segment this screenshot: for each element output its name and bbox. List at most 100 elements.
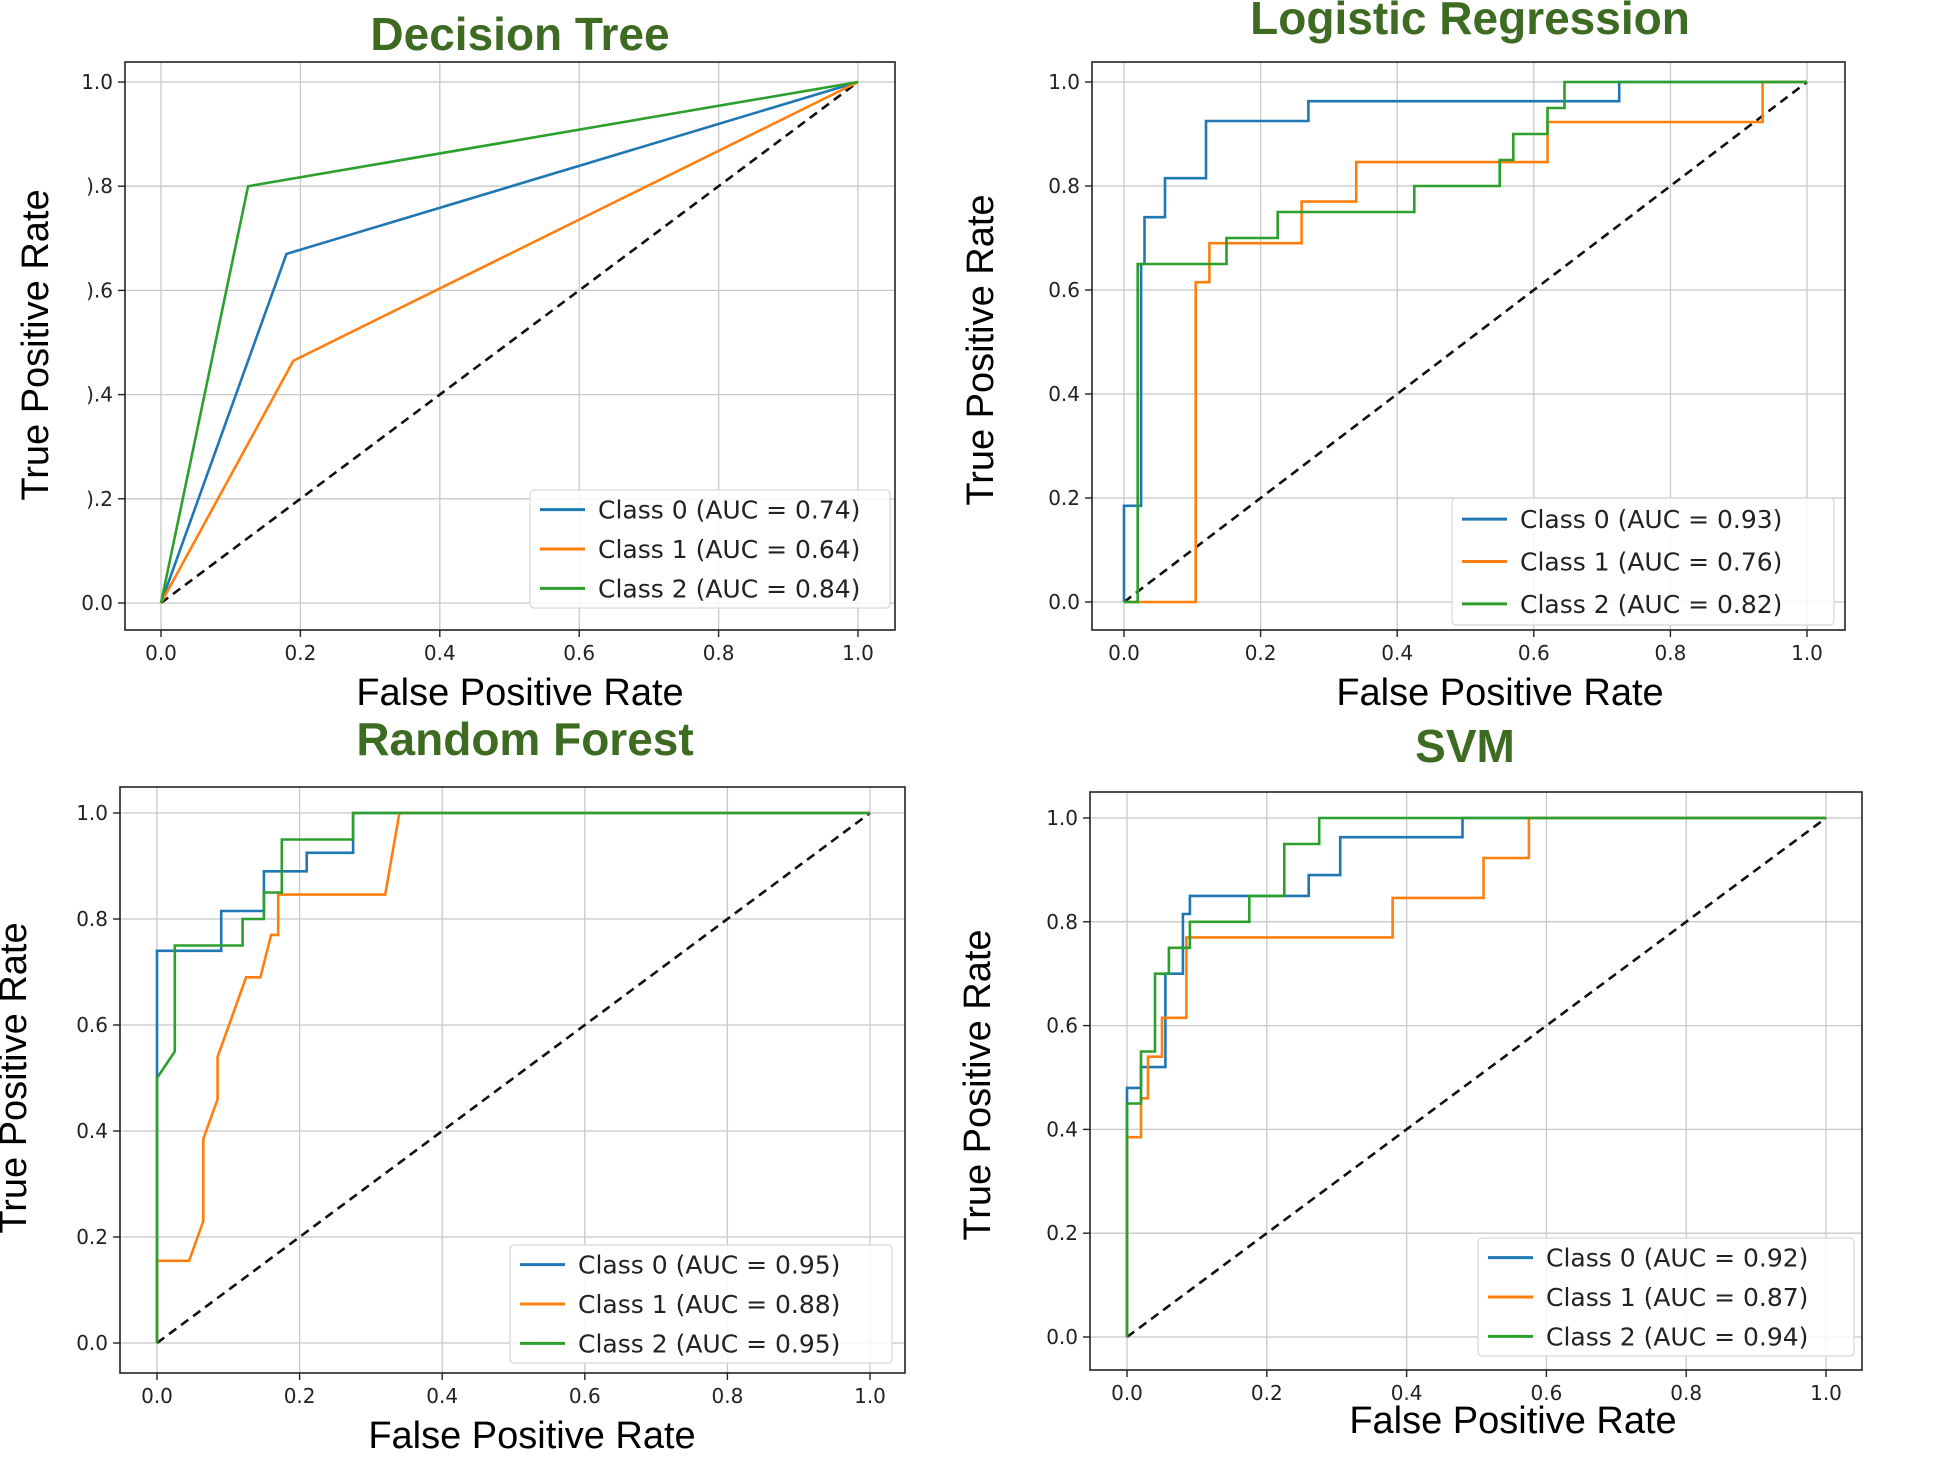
legend: Class 0 (AUC = 0.95) Class 1 (AUC = 0.88)… — [509, 1244, 893, 1364]
y-tick-label: 1.0 — [1046, 806, 1078, 830]
legend-label-class-0: Class 0 (AUC = 0.74) — [598, 496, 860, 525]
chance-diagonal-line — [156, 811, 871, 1345]
legend-label-class-1: Class 1 (AUC = 0.64) — [598, 535, 860, 564]
x-tick-label: 0.0 — [141, 1384, 173, 1408]
legend-label-class-2: Class 2 (AUC = 0.84) — [598, 574, 860, 603]
legend-box — [1477, 1237, 1855, 1357]
legend-box — [529, 489, 891, 609]
x-tick-label: 0.0 — [1108, 641, 1140, 665]
x-tick-label: 0.8 — [1670, 1381, 1702, 1405]
legend-label-class-2: Class 2 (AUC = 0.94) — [1546, 1322, 1808, 1351]
x-tick-label: 0.2 — [1245, 641, 1277, 665]
x-tick-label: 0.4 — [426, 1384, 458, 1408]
x-tick-label: 0.6 — [1530, 1381, 1562, 1405]
panel-title: SVM — [1415, 720, 1515, 772]
y-tick-label: 0.8 — [1048, 174, 1080, 198]
roc-curve-class-1 — [155, 811, 870, 1343]
chance-diagonal-line — [160, 80, 859, 605]
roc-panel-1: 0.0 0.2 0.4 0.6 0.8 1.0 0.0).2).4).6).8 1.0 Deci… — [15, 8, 896, 714]
plot-frame — [124, 61, 896, 631]
y-tick-label: 0.0 — [76, 1331, 108, 1355]
legend-label-class-1: Class 1 (AUC = 0.76) — [1520, 548, 1782, 577]
y-tick-label: 1.0 — [81, 70, 113, 94]
legend-box — [1451, 497, 1835, 626]
x-tick-label: 0.2 — [284, 1384, 316, 1408]
legend-label-class-0: Class 0 (AUC = 0.92) — [1546, 1244, 1808, 1273]
x-tick-label: 0.4 — [1381, 641, 1413, 665]
legend-box — [509, 1244, 893, 1364]
y-axis-label: True Positive Rate — [957, 929, 999, 1240]
plot-frame — [119, 786, 906, 1374]
panel-title: Random Forest — [356, 713, 693, 765]
x-tick-label: 0.4 — [1391, 1381, 1423, 1405]
y-tick-label: 0.4 — [1046, 1117, 1078, 1141]
panel-title: Logistic Regression — [1250, 0, 1690, 44]
y-axis-label: True Positive Rate — [960, 194, 1002, 505]
roc-curve-class-0 — [159, 80, 859, 604]
legend: Class 0 (AUC = 0.74) Class 1 (AUC = 0.64)… — [529, 489, 891, 609]
x-axis-label: False Positive Rate — [1336, 672, 1663, 714]
x-tick-label: 0.0 — [1111, 1381, 1143, 1405]
legend: Class 0 (AUC = 0.93) Class 1 (AUC = 0.76)… — [1451, 497, 1835, 626]
chance-diagonal-line — [1123, 80, 1808, 604]
legend: Class 0 (AUC = 0.92) Class 1 (AUC = 0.87)… — [1477, 1237, 1855, 1357]
y-tick-label: 0.2 — [1048, 486, 1080, 510]
x-tick-label: 1.0 — [1810, 1381, 1842, 1405]
roc-curve-class-2 — [1124, 80, 1807, 604]
y-tick-label: 0.4 — [76, 1119, 108, 1143]
legend-label-class-2: Class 2 (AUC = 0.95) — [578, 1329, 840, 1358]
y-tick-label: 1.0 — [1048, 70, 1080, 94]
legend-label-class-0: Class 0 (AUC = 0.95) — [578, 1251, 840, 1280]
x-axis-label: False Positive Rate — [1349, 1400, 1676, 1442]
x-axis-label: False Positive Rate — [356, 672, 683, 714]
y-tick-label: 0.8 — [1046, 910, 1078, 934]
y-tick-label: 0.8 — [76, 907, 108, 931]
roc-curve-class-1 — [159, 80, 859, 604]
y-tick-label: 0.0 — [1048, 590, 1080, 614]
legend-label-class-0: Class 0 (AUC = 0.93) — [1520, 505, 1782, 534]
roc-curve-class-2 — [1125, 816, 1826, 1337]
y-axis-label: True Positive Rate — [15, 189, 57, 500]
roc-panel-3: 0.0 0.2 0.4 0.6 0.8 1.0 0.0 0.2 0.4 0.6 0.8 1.0 Rand… — [0, 713, 906, 1457]
x-tick-label: 0.2 — [284, 641, 316, 665]
y-tick-label: 0.6 — [76, 1013, 108, 1037]
legend-label-class-1: Class 1 (AUC = 0.88) — [578, 1290, 840, 1319]
x-tick-label: 0.8 — [711, 1384, 743, 1408]
y-tick-label: 0.6 — [1046, 1014, 1078, 1038]
x-tick-label: 0.4 — [424, 641, 456, 665]
x-tick-label: 0.6 — [563, 641, 595, 665]
roc-curve-class-2 — [155, 811, 870, 1343]
roc-curve-class-0 — [1122, 80, 1807, 602]
y-tick-label: 0.4 — [1048, 382, 1080, 406]
x-tick-label: 0.6 — [1518, 641, 1550, 665]
x-tick-label: 1.0 — [854, 1384, 886, 1408]
y-tick-label: ).6 — [86, 278, 113, 302]
chance-diagonal-line — [1126, 816, 1827, 1339]
roc-panel-2: 0.0 0.2 0.4 0.6 0.8 1.0 0.0 0.2 0.4 0.6 0.8 1.0 Logi… — [960, 0, 1846, 714]
plot-frame — [1089, 791, 1863, 1371]
y-tick-label: 0.0 — [1046, 1325, 1078, 1349]
y-tick-label: ).2 — [86, 487, 113, 511]
x-tick-label: 0.8 — [1654, 641, 1686, 665]
panel-title: Decision Tree — [370, 8, 669, 60]
legend-label-class-1: Class 1 (AUC = 0.87) — [1546, 1283, 1808, 1312]
x-tick-label: 0.6 — [569, 1384, 601, 1408]
plot-frame — [1091, 61, 1846, 631]
y-tick-label: 1.0 — [76, 801, 108, 825]
x-tick-label: 1.0 — [1791, 641, 1823, 665]
x-axis-label: False Positive Rate — [368, 1415, 695, 1457]
roc-curve-class-1 — [1124, 80, 1807, 604]
legend-label-class-2: Class 2 (AUC = 0.82) — [1520, 590, 1782, 619]
y-tick-label: 0.2 — [76, 1225, 108, 1249]
y-tick-label: 0.2 — [1046, 1221, 1078, 1245]
y-tick-label: 0.0 — [81, 591, 113, 615]
y-tick-label: 0.6 — [1048, 278, 1080, 302]
y-axis-label: True Positive Rate — [0, 922, 35, 1233]
y-tick-label: ).4 — [86, 383, 113, 407]
roc-panel-4: 0.0 0.2 0.4 0.6 0.8 1.0 0.0 0.2 0.4 0.6 0.8 1.0 SVM F… — [957, 720, 1863, 1442]
x-tick-label: 1.0 — [842, 641, 874, 665]
x-tick-label: 0.8 — [703, 641, 735, 665]
roc-curve-class-2 — [159, 80, 859, 604]
